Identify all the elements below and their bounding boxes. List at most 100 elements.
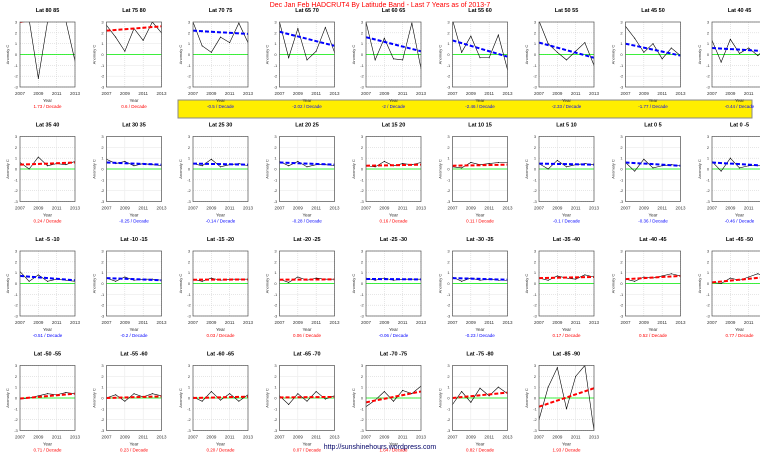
y-tick-label: 1 [447, 41, 450, 46]
panel: Lat 35 40 3 2 1 0 -1 -2 -3 2007 2009 2011 2013 Anoma… [5, 123, 81, 224]
plot-frame [711, 136, 760, 202]
y-tick-label: -3 [360, 428, 364, 433]
data-point [115, 36, 117, 38]
x-tick-label: 2009 [466, 435, 477, 440]
y-tick-label: 3 [101, 249, 104, 254]
y-tick-label: 0 [274, 52, 277, 57]
data-point [729, 38, 731, 40]
y-tick-label: 2 [274, 259, 277, 264]
x-tick-label: 2011 [657, 91, 667, 96]
y-tick-label: 0 [361, 281, 364, 286]
panel-title: Lat 60 65 [382, 8, 406, 14]
y-tick-label: 2 [447, 30, 450, 35]
y-tick-label: -2 [360, 417, 364, 422]
data-point [584, 42, 586, 44]
y-tick-label: -2 [360, 74, 364, 79]
data-point [288, 165, 290, 167]
y-tick-label: -3 [447, 199, 451, 204]
y-tick-label: 2 [274, 374, 277, 379]
panel-title: Lat 35 40 [36, 123, 60, 129]
y-tick-label: 3 [534, 20, 537, 25]
trend-line [366, 36, 421, 53]
x-tick-label: 2011 [225, 91, 235, 96]
x-tick-label: 2011 [571, 320, 581, 325]
trend-line [452, 277, 508, 281]
y-tick-label: 0 [534, 167, 537, 172]
y-tick-label: -2 [447, 188, 451, 193]
y-tick-label: 2 [707, 30, 710, 35]
data-point [324, 26, 326, 28]
y-tick-label: 3 [707, 20, 710, 25]
y-axis-label: Anomaly C [438, 159, 443, 179]
y-tick-label: 0 [15, 167, 18, 172]
plot-frame [192, 365, 249, 431]
y-tick-label: -3 [447, 314, 451, 319]
data-point [306, 59, 308, 61]
x-tick-label: 2013 [70, 320, 81, 325]
data-point [470, 35, 472, 37]
y-tick-label: -1 [447, 177, 451, 182]
x-tick-label: 2009 [552, 91, 563, 96]
x-tick-label: 2007 [188, 91, 199, 96]
data-point [306, 166, 308, 168]
data-point [479, 279, 481, 281]
y-tick-label: 0 [620, 167, 623, 172]
data-point [729, 157, 731, 159]
data-point [210, 51, 212, 53]
plot-frame [192, 21, 249, 88]
data-point [556, 367, 558, 369]
y-tick-label: 1 [620, 41, 623, 46]
y-tick-label: 1 [15, 270, 18, 275]
x-tick-label: 2011 [138, 320, 148, 325]
footer-url[interactable]: http://sunshinehours.wordpress.com [324, 444, 437, 451]
plot-frame [452, 21, 508, 88]
x-axis-label: Year [648, 327, 658, 332]
data-point [547, 279, 549, 281]
y-tick-label: 1 [361, 41, 364, 46]
y-axis-label: Anomaly C [178, 159, 183, 179]
data-point [393, 58, 394, 60]
panel-title: Lat 0 -5 [730, 123, 749, 129]
x-tick-label: 2013 [589, 435, 600, 440]
y-tick-label: 2 [534, 30, 537, 35]
data-point [661, 58, 663, 60]
plot-frame [19, 136, 76, 202]
data-point [547, 43, 549, 45]
y-tick-label: 3 [447, 134, 450, 139]
y-tick-label: -2 [706, 74, 710, 79]
trend-line [539, 387, 594, 408]
y-tick-label: 1 [447, 156, 450, 161]
x-tick-label: 2009 [725, 206, 736, 211]
panel: Lat -45 -503210-1-2-32007200920112013Ano… [697, 237, 760, 338]
y-tick-label: -2 [447, 417, 451, 422]
plot-frame [19, 365, 76, 431]
x-tick-label: 2009 [639, 91, 650, 96]
data-point [452, 19, 453, 20]
y-tick-label: 1 [707, 270, 710, 275]
y-tick-label: -3 [360, 85, 364, 90]
y-tick-label: 0 [361, 396, 364, 401]
data-point [757, 55, 759, 57]
x-tick-label: 2011 [657, 320, 667, 325]
panel: Lat 0 5 3 2 1 0 -1 -2 -3 2007 2009 2011 2013 Anomaly… [611, 123, 687, 224]
trend-per-decade: -0.2 / Decade [120, 333, 148, 338]
x-tick-label: 2009 [120, 435, 131, 440]
y-tick-label: -1 [620, 177, 624, 182]
data-point [383, 391, 385, 392]
data-point [210, 277, 212, 279]
x-axis-label: Year [43, 442, 53, 447]
y-axis-label: Anomaly C [265, 274, 270, 294]
x-tick-label: 2013 [156, 91, 167, 96]
y-tick-label: -1 [360, 63, 364, 68]
x-tick-label: 2013 [416, 320, 427, 325]
y-tick-label: -3 [447, 85, 451, 90]
x-axis-label: Year [475, 213, 485, 218]
x-tick-label: 2009 [552, 206, 563, 211]
y-tick-label: 2 [361, 374, 364, 379]
x-axis-label: Year [302, 442, 312, 447]
panel: Lat -75 -80 3 2 1 0 -1 -2 -3 2007 2009 2011 2013 Ano… [438, 352, 514, 453]
y-tick-label: 2 [101, 374, 104, 379]
plot-frame [106, 136, 162, 202]
y-tick-label: 3 [101, 20, 104, 25]
